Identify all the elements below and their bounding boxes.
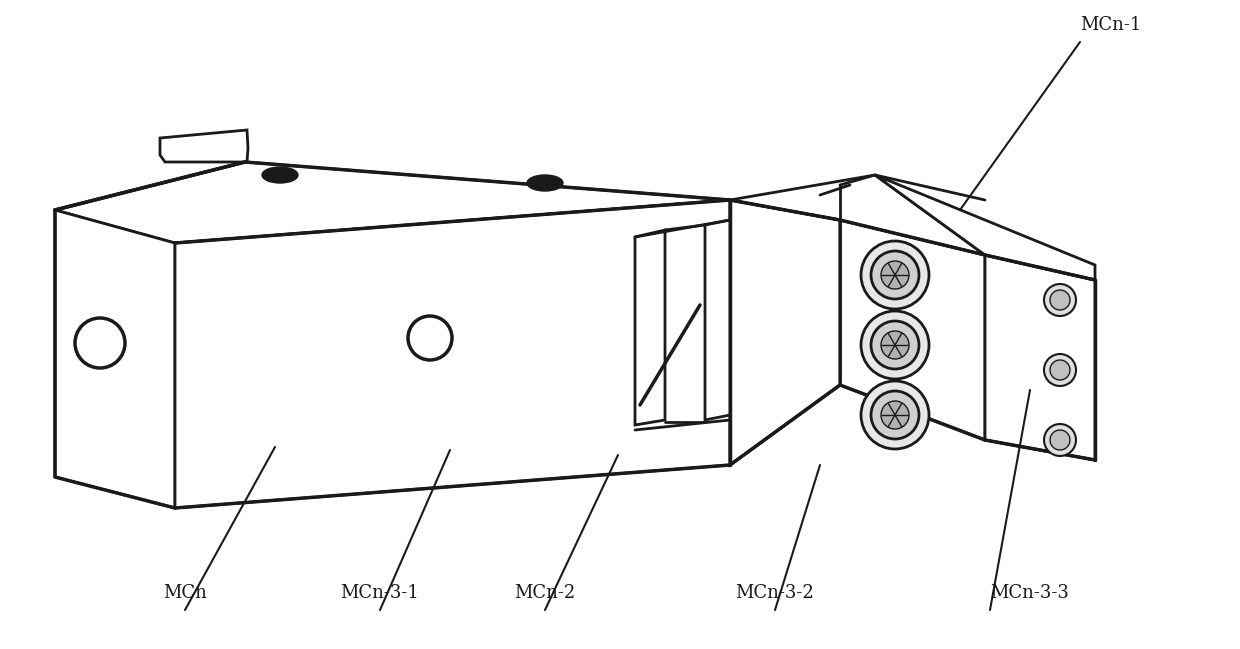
Text: MCn-3-3: MCn-3-3	[990, 584, 1069, 602]
Text: MCn-2: MCn-2	[515, 584, 575, 602]
Polygon shape	[875, 175, 1095, 280]
Circle shape	[1050, 290, 1070, 310]
Ellipse shape	[262, 167, 298, 183]
Circle shape	[870, 251, 919, 299]
Text: MCn-1: MCn-1	[1080, 16, 1141, 34]
Circle shape	[1050, 430, 1070, 450]
Polygon shape	[706, 220, 730, 420]
Polygon shape	[55, 162, 730, 243]
Circle shape	[861, 311, 929, 379]
Polygon shape	[730, 200, 839, 465]
Text: MCn: MCn	[164, 584, 207, 602]
Polygon shape	[55, 210, 175, 508]
Circle shape	[880, 331, 909, 359]
Circle shape	[1044, 354, 1076, 386]
Circle shape	[870, 321, 919, 369]
Polygon shape	[730, 175, 985, 255]
Circle shape	[1050, 360, 1070, 380]
Circle shape	[870, 391, 919, 439]
Circle shape	[861, 241, 929, 309]
Polygon shape	[160, 130, 248, 162]
Polygon shape	[985, 255, 1095, 460]
Circle shape	[861, 381, 929, 449]
Circle shape	[1044, 284, 1076, 316]
Polygon shape	[839, 220, 985, 440]
Ellipse shape	[527, 175, 563, 191]
Polygon shape	[175, 200, 730, 508]
Text: MCn-3-2: MCn-3-2	[735, 584, 815, 602]
Text: MCn-3-1: MCn-3-1	[341, 584, 419, 602]
Circle shape	[880, 261, 909, 289]
Circle shape	[1044, 424, 1076, 456]
Polygon shape	[635, 230, 665, 425]
Circle shape	[880, 401, 909, 429]
